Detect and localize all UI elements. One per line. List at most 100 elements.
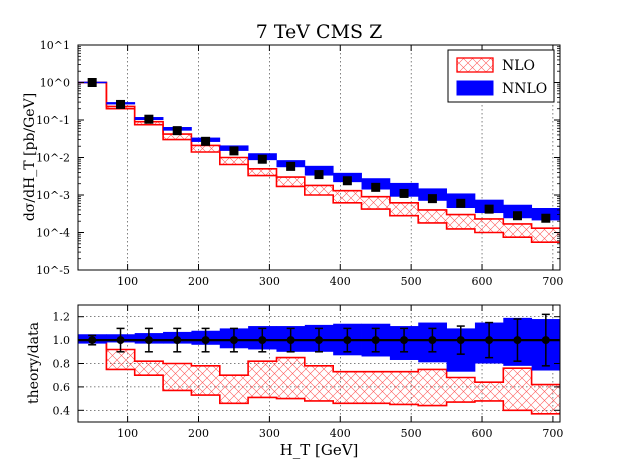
- top-nlo-band-bin: [219, 157, 249, 165]
- bottom-data-point: [144, 336, 153, 345]
- top-data-point: [87, 78, 97, 87]
- top-nlo-band-bin: [276, 177, 305, 187]
- bottom-panel: 0.4 0.6 0.8 1.0 1.2 100 200 300 400 500 600 700 th…: [26, 304, 563, 459]
- bottom-data-point: [456, 336, 465, 345]
- top-nlo-band-bin: [474, 218, 504, 233]
- bottom-data-point: [371, 336, 380, 345]
- bottom-data-point: [173, 336, 182, 345]
- bottom-nlo-band-bin: [361, 371, 390, 404]
- top-nlo-band-bin: [333, 190, 362, 203]
- bottom-nlo-band-bin: [418, 369, 447, 406]
- top-nlo-band-bin: [503, 223, 532, 238]
- top-data-point: [116, 99, 126, 109]
- top-nlo-band-bin: [446, 214, 475, 229]
- bottom-x-tick-label: 700: [542, 427, 563, 440]
- legend: NLO NNLO: [447, 49, 555, 103]
- bottom-nlo-band-bin: [531, 384, 560, 414]
- bottom-data-point: [343, 336, 352, 345]
- top-y-tick-label: 10^-3: [36, 189, 70, 202]
- bottom-y-tick-label: 0.6: [53, 381, 71, 394]
- bottom-data-point: [201, 336, 210, 345]
- legend-nnlo-swatch: [456, 80, 494, 96]
- bottom-nlo-band-bin: [191, 365, 220, 396]
- bottom-x-tick-label: 200: [188, 427, 209, 440]
- bottom-y-ticks: 0.4 0.6 0.8 1.0 1.2: [53, 311, 560, 417]
- bottom-data-point: [428, 336, 437, 345]
- bottom-nlo-band-bin: [219, 375, 249, 404]
- top-data-point: [399, 188, 409, 198]
- bottom-data-point: [229, 336, 238, 345]
- top-data-point: [172, 126, 182, 136]
- top-data-points: [87, 78, 551, 223]
- top-y-tick-label: 10^1: [40, 39, 70, 52]
- top-data-point: [201, 136, 211, 146]
- top-data-point: [229, 146, 239, 156]
- top-data-point: [541, 213, 551, 223]
- top-nlo-band-bin: [163, 134, 192, 140]
- top-y-tick-label: 10^-1: [36, 114, 70, 127]
- top-y-tick-label: 10^-5: [36, 264, 70, 277]
- bottom-nlo-band-bin: [134, 361, 164, 376]
- bottom-data-point: [286, 336, 295, 345]
- top-data-point: [371, 182, 381, 192]
- bottom-nlo-band-bin: [106, 349, 135, 370]
- bottom-data-point: [88, 336, 97, 345]
- bottom-y-tick-label: 1.2: [53, 311, 71, 324]
- top-y-label: dσ/dH_T [pb/GeV]: [22, 93, 38, 221]
- top-data-point: [144, 114, 154, 124]
- top-panel: 10^-5 10^-4 10^-3 10^-2 10^-1 10^0 10^1 100 200…: [22, 39, 563, 288]
- top-y-ticks: 10^-5 10^-4 10^-3 10^-2 10^-1 10^0 10^1: [36, 39, 560, 277]
- bottom-data-point: [485, 336, 494, 345]
- bottom-x-tick-label: 600: [472, 427, 493, 440]
- bottom-y-tick-label: 1.0: [53, 334, 71, 347]
- bottom-nlo-band-bin: [163, 363, 192, 391]
- bottom-data-point: [315, 336, 323, 345]
- top-data-point: [257, 154, 267, 164]
- bottom-x-tick-label: 500: [401, 427, 422, 440]
- top-bands: [78, 81, 560, 243]
- bottom-nlo-lower-edge: [78, 339, 560, 415]
- bottom-data-point: [513, 336, 522, 345]
- bottom-data-point: [116, 336, 125, 345]
- top-nlo-band-bin: [418, 209, 447, 223]
- top-x-tick-label: 400: [330, 275, 351, 288]
- bottom-x-tick-label: 100: [117, 427, 138, 440]
- top-x-tick-label: 100: [117, 275, 138, 288]
- top-data-point: [286, 161, 296, 171]
- bottom-nlo-band-bin: [276, 357, 305, 399]
- top-y-tick-label: 10^-4: [36, 227, 70, 240]
- top-data-point: [512, 211, 522, 221]
- top-nlo-band-bin: [191, 145, 220, 153]
- legend-nlo-swatch: [456, 57, 494, 73]
- top-x-tick-label: 700: [542, 275, 563, 288]
- top-x-tick-label: 300: [259, 275, 280, 288]
- bottom-nlo-band-bin: [248, 361, 277, 398]
- bottom-nlo-band-bin: [304, 365, 334, 401]
- bottom-data-point: [400, 336, 409, 345]
- bottom-y-tick-label: 0.8: [53, 358, 71, 371]
- top-data-point: [342, 176, 352, 186]
- bottom-y-tick-label: 0.4: [53, 404, 71, 417]
- top-x-ticks: 100 200 300 400 500 600 700: [117, 45, 563, 288]
- bottom-x-ticks: 100 200 300 400 500 600 700: [117, 305, 563, 440]
- top-data-point: [484, 204, 494, 214]
- bottom-y-label: theory/data: [26, 322, 42, 404]
- top-data-point: [314, 170, 324, 180]
- top-y-tick-label: 10^0: [40, 77, 70, 90]
- top-nlo-band-bin: [361, 196, 390, 210]
- top-x-tick-label: 600: [472, 275, 493, 288]
- bottom-x-tick-label: 400: [330, 427, 351, 440]
- top-nlo-band-bin: [389, 202, 419, 216]
- top-y-tick-label: 10^-2: [36, 152, 70, 165]
- chart-title: 7 TeV CMS Z: [256, 21, 383, 43]
- x-axis-label: H_T [GeV]: [280, 441, 359, 459]
- top-nlo-band-bin: [531, 228, 560, 243]
- top-x-tick-label: 200: [188, 275, 209, 288]
- bottom-x-tick-label: 300: [259, 427, 280, 440]
- top-nlo-band-bin: [248, 168, 277, 176]
- top-data-point: [456, 198, 466, 208]
- legend-nlo-label: NLO: [502, 58, 535, 74]
- legend-nnlo-label: NNLO: [502, 81, 547, 97]
- bottom-data-points: [78, 313, 560, 367]
